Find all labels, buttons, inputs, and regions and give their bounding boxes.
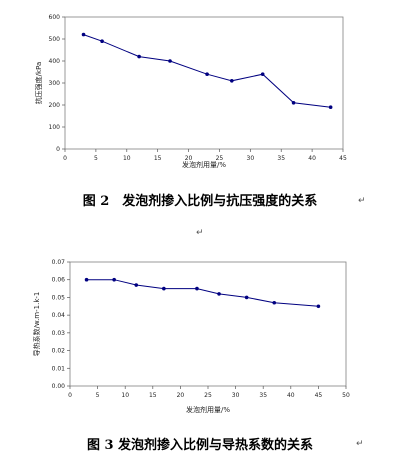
data-point bbox=[205, 72, 209, 76]
y-tick-label: 100 bbox=[49, 124, 61, 131]
data-point bbox=[260, 72, 265, 76]
y-tick-label: 0.05 bbox=[52, 294, 66, 301]
y-axis-label: 抗压强度/kPa bbox=[34, 62, 43, 105]
data-point bbox=[81, 32, 86, 37]
x-tick-label: 0 bbox=[63, 155, 67, 162]
x-tick-label: 20 bbox=[185, 155, 193, 162]
x-tick-label: 25 bbox=[216, 155, 224, 162]
data-point bbox=[100, 39, 104, 43]
y-tick-label: 0.06 bbox=[52, 277, 66, 284]
x-tick-label: 45 bbox=[315, 392, 323, 399]
x-tick-label: 30 bbox=[232, 392, 240, 399]
plot-area-1 bbox=[64, 16, 344, 150]
x-tick-label: 25 bbox=[204, 392, 212, 399]
y-tick-label: 0.04 bbox=[52, 312, 66, 319]
x-tick-label: 40 bbox=[287, 392, 295, 399]
data-point bbox=[272, 300, 277, 305]
figure-2-caption: 图 2 发泡剂掺入比例与抗压强度的关系 bbox=[82, 194, 318, 209]
x-tick-label: 10 bbox=[121, 392, 129, 399]
series-line bbox=[86, 279, 319, 307]
x-tick-label: 10 bbox=[123, 155, 131, 162]
figure-3-caption: 图 3 发泡剂掺入比例与导热系数的关系 bbox=[86, 438, 314, 453]
data-point bbox=[328, 105, 333, 109]
x-tick-label: 5 bbox=[96, 392, 100, 399]
y-tick-label: 600 bbox=[49, 14, 61, 21]
y-tick-label: 0.00 bbox=[52, 383, 66, 390]
x-tick-label: 20 bbox=[177, 392, 185, 399]
y-tick-label: 400 bbox=[49, 58, 61, 65]
return-mark-3: ↵ bbox=[356, 439, 364, 449]
y-tick-label: 0.01 bbox=[52, 365, 66, 372]
x-tick-label: 35 bbox=[259, 392, 267, 399]
data-point bbox=[244, 295, 249, 300]
data-point bbox=[168, 59, 172, 63]
y-tick-label: 0 bbox=[56, 146, 60, 153]
x-tick-label: 40 bbox=[308, 155, 316, 162]
x-tick-label: 15 bbox=[149, 392, 157, 399]
data-point bbox=[162, 286, 166, 291]
data-point bbox=[134, 283, 139, 287]
x-tick-label: 35 bbox=[277, 155, 285, 162]
chart-compressive-strength: 0 100 200 300 400 500 600 0 5 10 15 20 25 30 35 40 45 发泡剂… bbox=[34, 14, 347, 169]
y-tick-label: 0.07 bbox=[52, 259, 66, 266]
data-point bbox=[112, 277, 116, 282]
y-tick-label: 500 bbox=[49, 36, 61, 43]
data-point bbox=[137, 54, 141, 59]
series-line bbox=[83, 34, 331, 108]
x-axis-label: 发泡剂用量/% bbox=[186, 405, 230, 414]
x-tick-label: 45 bbox=[339, 155, 347, 162]
data-point bbox=[195, 286, 199, 291]
data-point bbox=[230, 79, 234, 83]
x-tick-label: 15 bbox=[154, 155, 162, 162]
chart-thermal-conductivity: 0.00 0.01 0.02 0.03 0.04 0.05 0.06 0.07 0 5 10 15 20… bbox=[32, 259, 350, 414]
x-tick-label: 0 bbox=[68, 392, 72, 399]
plot-area-2 bbox=[69, 261, 347, 387]
x-tick-label: 30 bbox=[247, 155, 255, 162]
data-point bbox=[291, 101, 296, 105]
return-mark-1: ↵ bbox=[358, 196, 366, 206]
y-tick-label: 0.02 bbox=[52, 348, 66, 355]
y-axis-label: 导热系数/w.m-1.k-1 bbox=[32, 292, 41, 357]
y-tick-label: 200 bbox=[49, 102, 61, 109]
x-tick-label: 50 bbox=[342, 392, 350, 399]
data-point bbox=[316, 304, 321, 309]
data-point bbox=[84, 277, 89, 282]
x-tick-label: 5 bbox=[94, 155, 98, 162]
y-tick-label: 300 bbox=[49, 80, 61, 87]
data-point bbox=[217, 292, 221, 296]
return-mark-2: ↵ bbox=[196, 228, 204, 238]
x-axis-label: 发泡剂用量/% bbox=[182, 160, 226, 169]
y-tick-label: 0.03 bbox=[52, 330, 66, 337]
